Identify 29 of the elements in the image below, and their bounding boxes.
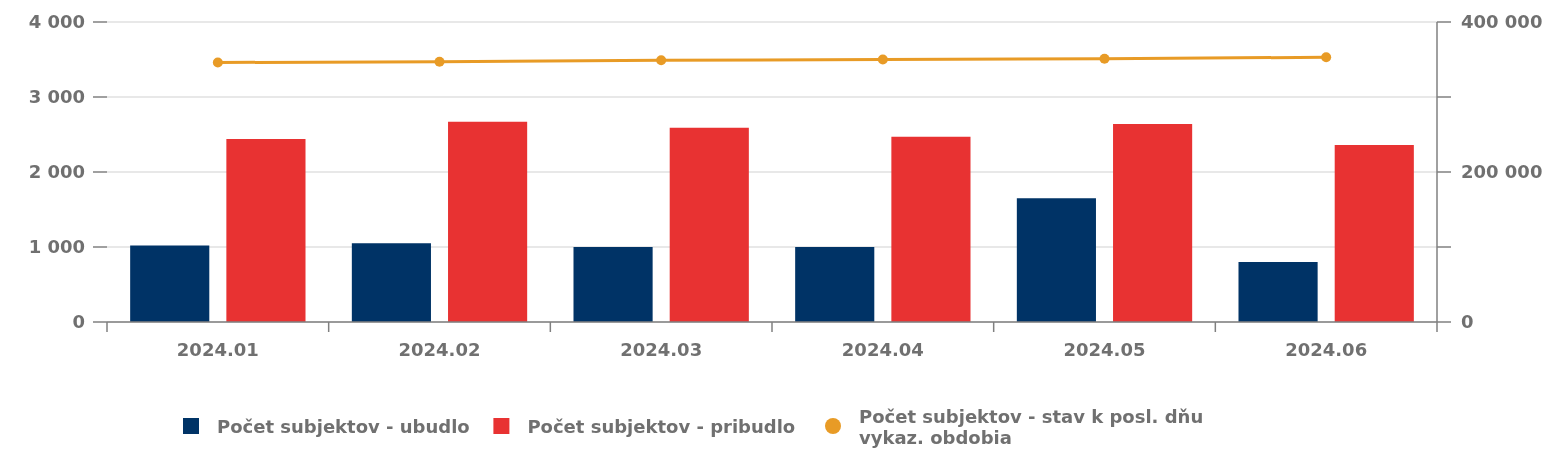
y-tick-label: 1 000: [28, 236, 85, 257]
bar: [1238, 262, 1318, 322]
x-tick-label: 2024.06: [1285, 339, 1368, 360]
y2-tick-label: 0: [1461, 311, 1474, 332]
y-tick-label: 0: [72, 311, 85, 332]
y-tick-label: 4 000: [28, 11, 85, 32]
x-tick-label: 2024.02: [398, 339, 481, 360]
legend-label: Počet subjektov - stav k posl. dňu vykaz. obdobia: [859, 406, 1204, 448]
bar: [226, 139, 306, 322]
x-tick-label: 2024.04: [841, 339, 924, 360]
bar: [1334, 145, 1414, 322]
bar: [1016, 198, 1096, 322]
y2-tick-label: 400 000: [1461, 11, 1543, 32]
bar: [573, 247, 653, 322]
bar: [448, 121, 528, 322]
bar: [795, 247, 875, 322]
bar: [891, 136, 971, 322]
x-tick-label: 2024.03: [620, 339, 703, 360]
y2-tick-label: 200 000: [1461, 161, 1543, 182]
bar: [1113, 124, 1193, 322]
x-tick-label: 2024.01: [176, 339, 259, 360]
legend-label: Počet subjektov - ubudlo: [217, 416, 470, 437]
bar: [669, 127, 749, 322]
bar: [130, 245, 210, 322]
legend-label: Počet subjektov - pribudlo: [527, 416, 796, 437]
x-tick-label: 2024.05: [1063, 339, 1146, 360]
y-tick-label: 3 000: [28, 86, 85, 107]
bar: [351, 243, 431, 322]
y-tick-label: 2 000: [28, 161, 85, 182]
